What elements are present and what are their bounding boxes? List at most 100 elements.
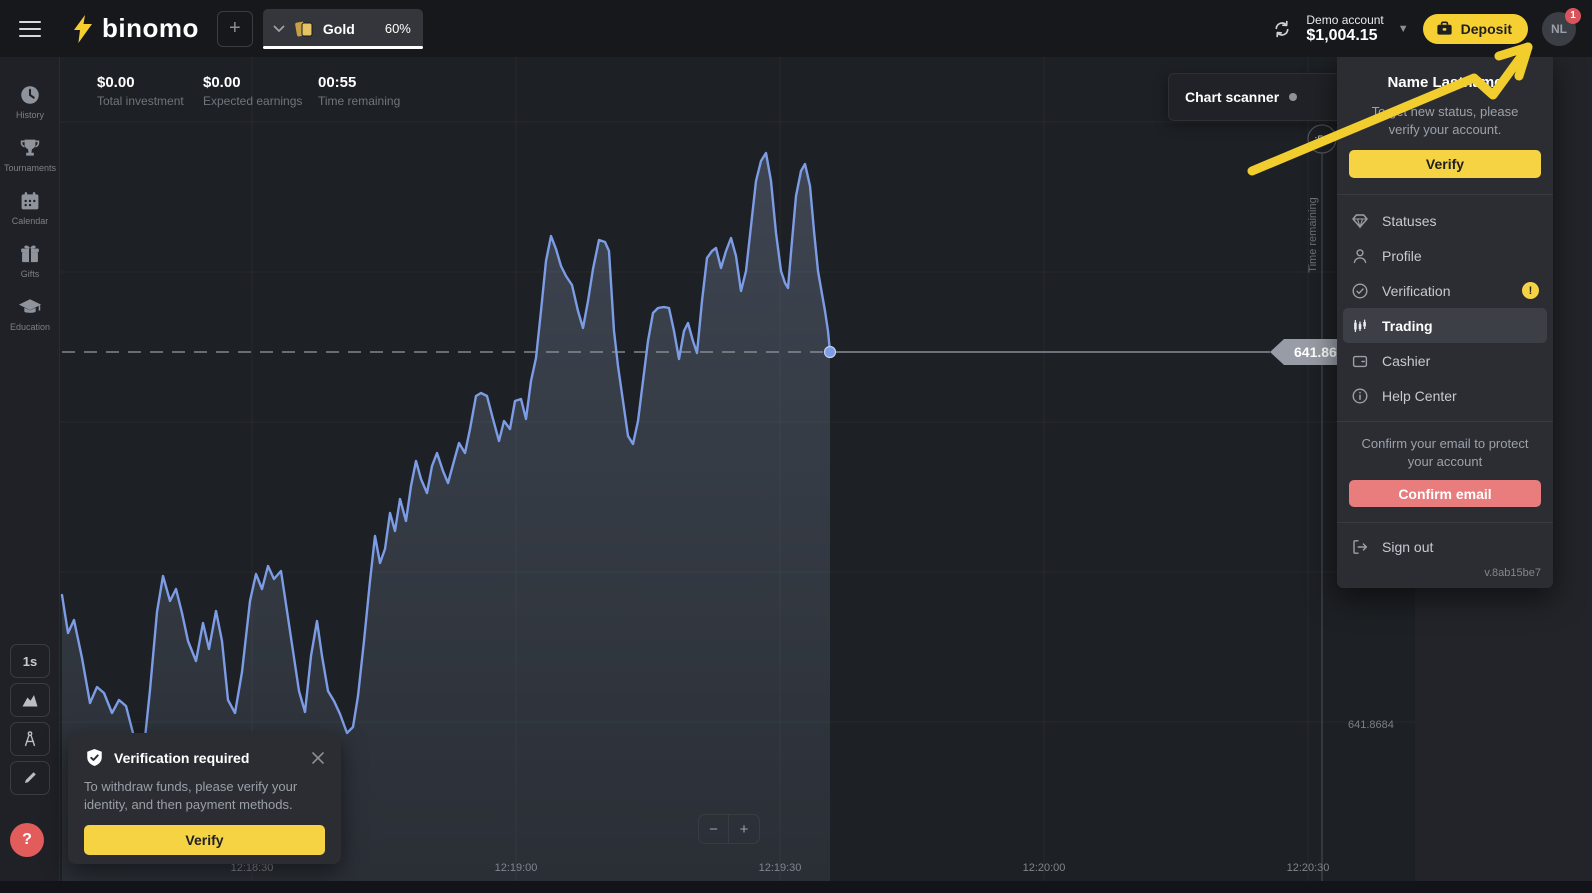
expiry-time-marker-label: :55 [1314,134,1329,146]
sign-out-label: Sign out [1382,539,1434,556]
deposit-label: Deposit [1460,20,1512,37]
indicators-button[interactable] [10,722,50,756]
expected-earnings-value: $0.00 [203,74,241,91]
info-icon [1352,388,1368,404]
menu-item-verification[interactable]: Verification ! [1337,273,1553,308]
asset-name: Gold [322,20,355,37]
close-icon[interactable] [311,751,325,765]
x-axis-tick: 12:18:30 [231,862,274,874]
menu-item-statuses[interactable]: Statuses [1337,203,1553,238]
account-name: Name Lastname [1387,74,1503,91]
toast-title: Verification required [114,750,250,766]
status-hint: To get new status, please verify your ac… [1371,104,1519,137]
topbar-right: Demo account $1,004.15 ▼ Deposit NL 1 [1272,7,1592,46]
drawing-tools-button[interactable] [10,761,50,795]
price-chart[interactable]: :55 Time remaining 641.868 641.8684 12:18:30… [60,57,1415,881]
x-axis-tick: 12:20:30 [1287,862,1330,874]
sidebar-item-calendar[interactable]: Calendar [0,181,60,234]
zoom-out-button[interactable]: − [699,815,729,843]
sidebar-item-label: History [15,110,44,120]
scanner-status-dot [1289,93,1298,101]
shield-check-icon [87,749,102,767]
x-axis-tick: 12:19:00 [495,862,538,874]
menu-item-profile[interactable]: Profile [1337,238,1553,273]
menu-item-cashier[interactable]: Cashier [1337,343,1553,378]
sidebar-item-gifts[interactable]: Gifts [0,234,60,287]
confirm-email-text: Confirm your email to protect your accou… [1361,436,1529,469]
expected-earnings-label: Expected earnings [203,94,303,108]
chevron-down-icon [273,25,285,32]
binomo-logo[interactable]: binomo [72,13,199,44]
avatar[interactable]: NL 1 [1542,7,1581,46]
bottom-strip [0,881,1592,893]
expected-earnings-group: $0.00 Expected earnings [203,74,302,108]
sidebar-item-tournaments[interactable]: Tournaments [0,128,60,181]
verification-toast: Verification required To withdraw funds,… [68,733,341,864]
menu-item-label: Cashier [1382,352,1431,369]
account-switcher[interactable]: Demo account $1,004.15 ▼ [1306,13,1408,45]
help-button[interactable]: ? [10,823,44,857]
account-balance: $1,004.15 [1306,26,1378,44]
confirm-email-section: Confirm your email to protect your accou… [1337,421,1553,508]
sign-out-button[interactable]: Sign out [1337,523,1553,565]
zoom-in-button[interactable]: + [739,820,749,838]
hamburger-menu-icon[interactable] [0,0,60,57]
last-price-dot [823,345,837,359]
menu-item-label: Trading [1382,317,1433,334]
sidebar-item-label: Calendar [11,216,49,226]
menu-item-help-center[interactable]: Help Center [1337,378,1553,413]
menu-item-label: Help Center [1382,387,1457,404]
account-menu-items: Statuses Profile Verification ! [1337,194,1553,421]
add-asset-tab-button[interactable]: + [216,10,253,47]
menu-item-label: Verification [1382,282,1451,299]
area-chart-icon [22,695,38,707]
time-remaining-value: 00:55 [318,74,357,91]
gold-bars-icon [295,21,313,36]
menu-item-trading[interactable]: Trading [1343,308,1547,344]
candlestick-icon [1354,319,1366,332]
x-axis-tick: 12:20:00 [1023,862,1066,874]
diamond-icon [1352,213,1368,229]
menu-item-label: Profile [1382,247,1422,264]
asset-payout: 60% [384,21,411,36]
top-bar: binomo + Gold 60% Demo ac [0,0,1592,57]
price-area-fill [62,153,830,881]
sidebar-item-label: Education [9,322,51,332]
chevron-down-icon: ▼ [1397,22,1409,35]
briefcase-icon [1437,21,1452,35]
total-investment-label: Total investment [97,94,184,108]
time-remaining-label: Time remaining [318,94,401,108]
account-menu: Name Lastname To get new status, please … [1337,57,1553,589]
expiry-line-label: Time remaining [1307,197,1319,272]
chart-zoom-controls: − + [698,814,760,844]
toast-verify-button[interactable]: Verify [84,825,325,856]
pencil-icon [25,772,36,783]
account-menu-header: Name Lastname To get new status, please … [1337,57,1553,179]
sidebar-item-history[interactable]: History [0,75,60,128]
calendar-icon [21,192,39,210]
asset-tab-gold[interactable]: Gold 60% [262,9,423,49]
verification-alert-badge: ! [1522,282,1539,300]
price-tag-value: 641.868 [1294,344,1345,360]
avatar-initials: NL [1551,21,1567,36]
check-circle-icon [1352,283,1368,299]
chart-type-button[interactable] [10,683,50,717]
chart-area[interactable]: :55 Time remaining 641.868 641.8684 12:18:30… [60,57,1415,881]
menu-item-label: Statuses [1382,212,1437,229]
toast-body: To withdraw funds, please verify your id… [84,779,298,813]
refresh-icon[interactable] [1272,19,1292,39]
active-tab-underline [262,46,423,49]
chart-scanner-label: Chart scanner [1185,89,1280,105]
sidebar-item-label: Tournaments [3,163,57,173]
interval-button[interactable]: 1s [10,644,50,678]
sidebar-item-education[interactable]: Education [0,287,60,340]
app-version: v.8ab15be7 [1484,567,1541,580]
confirm-email-button[interactable]: Confirm email [1349,480,1541,508]
logo-wordmark: binomo [102,13,199,43]
menu-verify-button[interactable]: Verify [1349,150,1541,179]
wallet-icon [1352,355,1368,367]
deposit-button[interactable]: Deposit [1422,13,1528,44]
notification-badge: 1 [1565,7,1581,24]
y-axis-price-label: 641.8684 [1348,719,1394,731]
